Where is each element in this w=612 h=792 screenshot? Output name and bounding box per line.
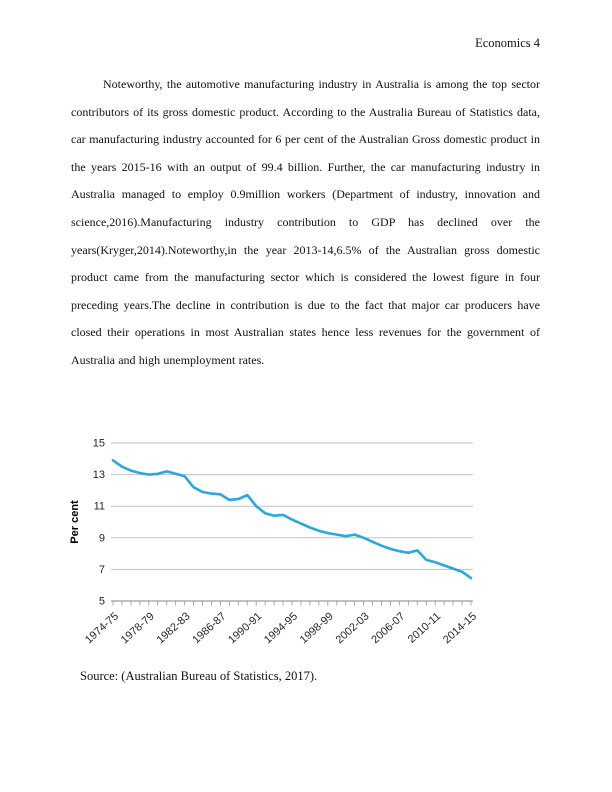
x-tick-label: 2010-11 — [406, 610, 443, 645]
x-tick-label: 2014-15 — [441, 610, 479, 646]
page-header: Economics 4 — [475, 36, 540, 51]
y-tick-label: 7 — [99, 564, 105, 576]
x-tick-label: 1978-79 — [119, 610, 157, 646]
x-tick-label: 1994-95 — [262, 610, 300, 646]
x-tick-label: 2002-03 — [334, 610, 372, 646]
x-tick-label: 1998-99 — [298, 610, 336, 646]
y-tick-label: 5 — [99, 596, 105, 608]
source-citation: Source: (Australian Bureau of Statistics… — [80, 669, 317, 684]
x-tick-label: 1990-91 — [226, 610, 264, 646]
x-tick-label: 2006-07 — [369, 610, 407, 646]
y-tick-label: 9 — [99, 532, 105, 544]
y-tick-label: 15 — [93, 438, 105, 450]
source-text: Source: (Australian Bureau of Statistics… — [80, 669, 318, 683]
y-tick-label: 11 — [94, 501, 105, 513]
y-tick-label: 13 — [93, 469, 105, 481]
body-paragraph: Noteworthy, the automotive manufacturing… — [71, 77, 540, 367]
chart-svg: 5791113151974-751978-791982-831986-87199… — [69, 438, 479, 647]
x-tick-label: 1986-87 — [190, 610, 228, 646]
gdp-contribution-chart: 5 7 9 11 13 15 1974-75 1978-79 1982-83 1986-87 199… — [68, 430, 488, 660]
series-line — [111, 459, 473, 580]
x-tick-label: 1982-83 — [155, 610, 193, 646]
x-tick-label: 1974-75 — [83, 610, 121, 646]
y-axis-title: Per cent — [69, 500, 81, 544]
header-title: Economics 4 — [475, 36, 540, 50]
